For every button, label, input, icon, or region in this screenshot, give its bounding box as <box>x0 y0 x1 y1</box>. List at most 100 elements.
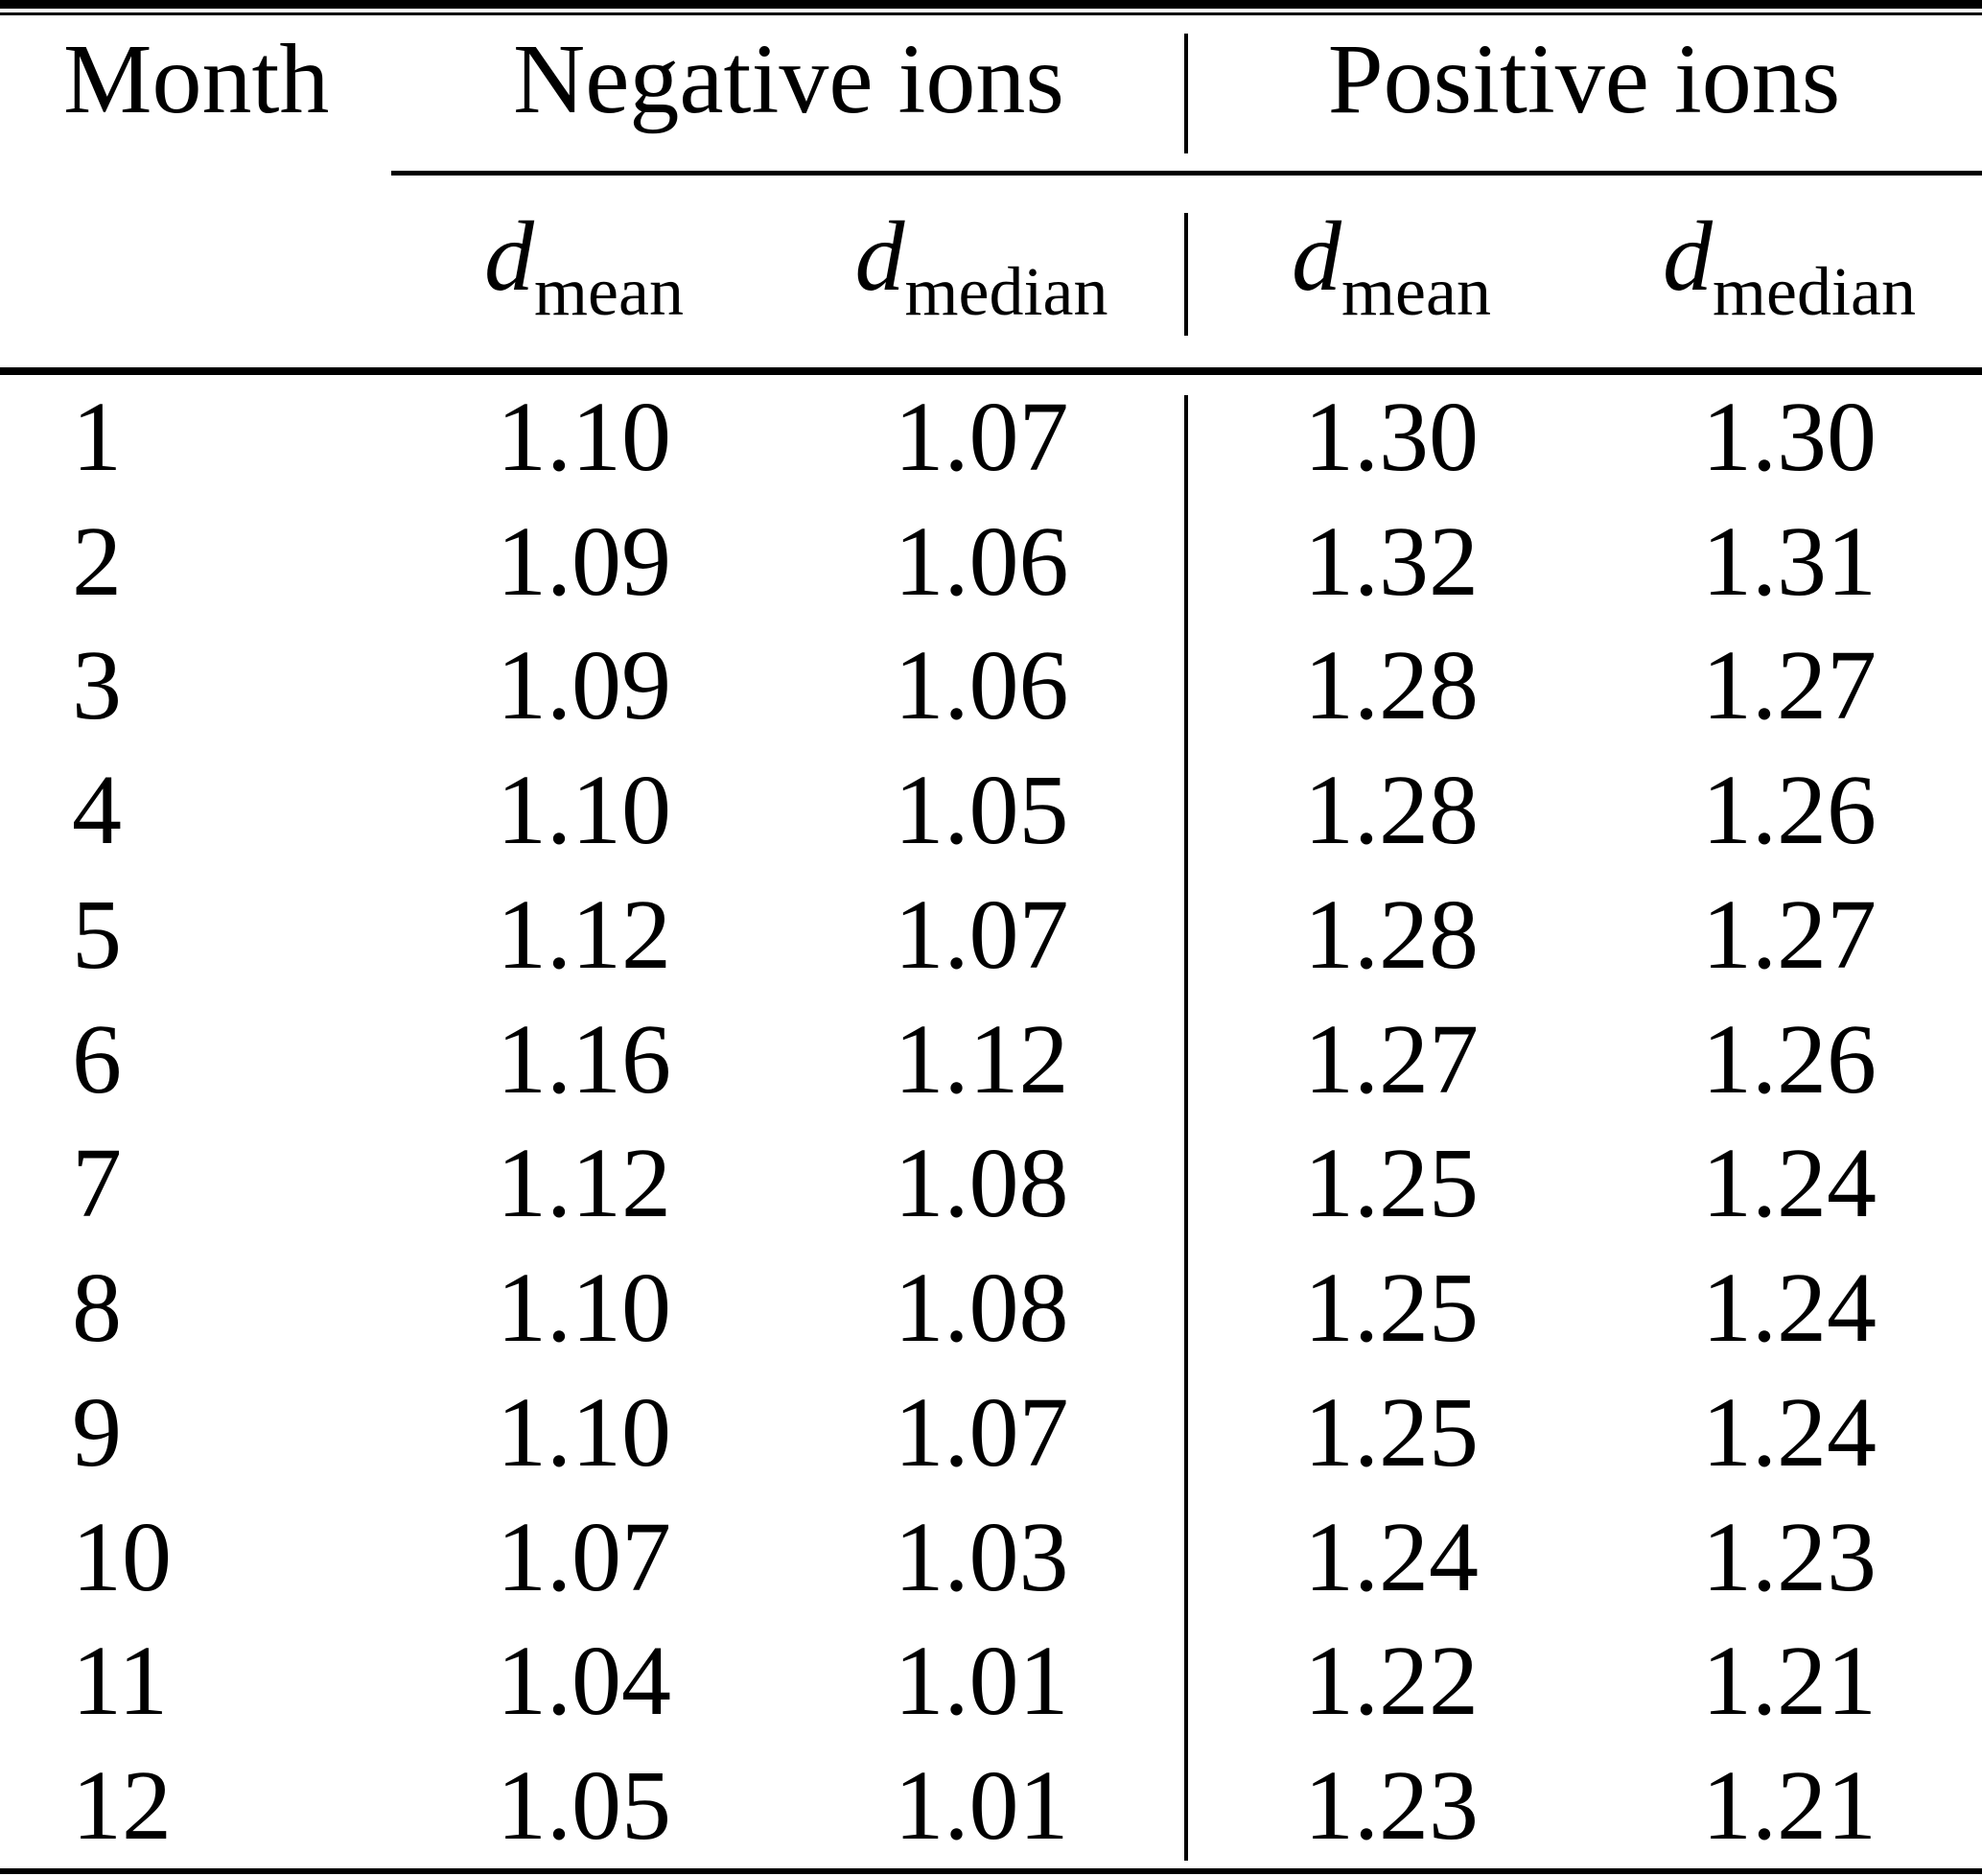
mean-subscript: mean <box>534 253 684 330</box>
neg-dmean-cell: 1.10 <box>497 755 671 866</box>
table-row: 7 1.12 1.08 1.25 1.24 <box>0 1122 1982 1247</box>
neg-dmedian-cell: 1.08 <box>894 1253 1069 1364</box>
column-separator-header <box>1184 34 1188 153</box>
pos-dmean-cell: 1.25 <box>1304 1376 1479 1488</box>
pos-dmean-cell: 1.23 <box>1304 1750 1479 1862</box>
neg-dmedian-cell: 1.07 <box>894 1376 1069 1488</box>
pos-dmedian-cell: 1.27 <box>1702 630 1877 741</box>
pos-dmean-cell: 1.25 <box>1304 1253 1479 1364</box>
table-header-row: Month Negative ions Positive ions <box>0 30 1982 129</box>
pos-dmean-cell: 1.30 <box>1304 381 1479 492</box>
pos-dmedian-cell: 1.26 <box>1702 1003 1877 1114</box>
month-cell: 9 <box>72 1376 122 1488</box>
column-separator-subheader <box>1184 213 1188 336</box>
neg-dmedian-cell: 1.01 <box>894 1750 1069 1862</box>
pos-dmedian-cell: 1.21 <box>1702 1750 1877 1862</box>
top-rule-thick <box>0 0 1982 9</box>
table-row: 9 1.10 1.07 1.25 1.24 <box>0 1371 1982 1495</box>
table-row: 3 1.09 1.06 1.28 1.27 <box>0 624 1982 749</box>
table-row: 2 1.09 1.06 1.32 1.31 <box>0 500 1982 624</box>
neg-dmedian-cell: 1.01 <box>894 1626 1069 1737</box>
table-row: 8 1.10 1.08 1.25 1.24 <box>0 1246 1982 1371</box>
d-symbol: d <box>854 201 905 312</box>
median-subscript: median <box>1713 253 1916 330</box>
neg-dmean-cell: 1.07 <box>497 1501 671 1612</box>
neg-dmean-cell: 1.05 <box>497 1750 671 1862</box>
month-cell: 10 <box>72 1501 172 1612</box>
neg-dmean-cell: 1.16 <box>497 1003 671 1114</box>
pos-dmedian-cell: 1.23 <box>1702 1501 1877 1612</box>
table-row: 5 1.12 1.07 1.28 1.27 <box>0 873 1982 997</box>
column-separator-body <box>1184 395 1188 1861</box>
month-cell: 6 <box>72 1003 122 1114</box>
pos-dmean-cell: 1.28 <box>1304 630 1479 741</box>
pos-dmean-cell: 1.27 <box>1304 1003 1479 1114</box>
neg-dmedian-cell: 1.06 <box>894 630 1069 741</box>
month-cell: 1 <box>72 381 122 492</box>
neg-dmean-cell: 1.12 <box>497 879 671 990</box>
pos-dmedian-cell: 1.30 <box>1702 381 1877 492</box>
neg-dmean-header: dmean <box>391 207 777 327</box>
month-cell: 5 <box>72 879 122 990</box>
month-cell: 3 <box>72 630 122 741</box>
table-body: 1 1.10 1.07 1.30 1.30 2 1.09 1.06 1.32 1… <box>0 375 1982 1868</box>
pos-dmedian-cell: 1.26 <box>1702 755 1877 866</box>
neg-dmean-cell: 1.10 <box>497 381 671 492</box>
neg-dmedian-cell: 1.05 <box>894 755 1069 866</box>
table-row: 10 1.07 1.03 1.24 1.23 <box>0 1495 1982 1620</box>
neg-dmean-cell: 1.12 <box>497 1128 671 1239</box>
table-row: 12 1.05 1.01 1.23 1.21 <box>0 1744 1982 1868</box>
month-cell: 12 <box>72 1750 172 1862</box>
neg-dmean-cell: 1.09 <box>497 505 671 617</box>
pos-dmedian-cell: 1.24 <box>1702 1376 1877 1488</box>
table-row: 11 1.04 1.01 1.22 1.21 <box>0 1620 1982 1745</box>
pos-dmean-cell: 1.22 <box>1304 1626 1479 1737</box>
positive-ions-group-header: Positive ions <box>1327 24 1841 134</box>
neg-dmean-cell: 1.04 <box>497 1626 671 1737</box>
month-cell: 4 <box>72 755 122 866</box>
pos-dmedian-cell: 1.21 <box>1702 1626 1877 1737</box>
pos-dmean-cell: 1.24 <box>1304 1501 1479 1612</box>
median-subscript: median <box>904 253 1108 330</box>
pos-dmean-cell: 1.25 <box>1304 1128 1479 1239</box>
table-row: 6 1.16 1.12 1.27 1.26 <box>0 997 1982 1122</box>
negative-ions-group-header: Negative ions <box>513 24 1064 134</box>
pos-dmedian-cell: 1.24 <box>1702 1128 1877 1239</box>
neg-dmedian-cell: 1.07 <box>894 381 1069 492</box>
month-cell: 8 <box>72 1253 122 1364</box>
month-cell: 7 <box>72 1128 122 1239</box>
header-bottom-rule <box>0 367 1982 375</box>
neg-dmedian-cell: 1.06 <box>894 505 1069 617</box>
neg-dmean-cell: 1.10 <box>497 1376 671 1488</box>
neg-dmedian-cell: 1.08 <box>894 1128 1069 1239</box>
pos-dmean-cell: 1.32 <box>1304 505 1479 617</box>
table-row: 4 1.10 1.05 1.28 1.26 <box>0 748 1982 873</box>
mean-subscript: mean <box>1341 253 1491 330</box>
top-rule-thin <box>0 12 1982 15</box>
d-symbol: d <box>1663 201 1714 312</box>
pos-dmedian-header: dmedian <box>1597 207 1982 327</box>
bottom-rule <box>0 1868 1982 1874</box>
month-column-header: Month <box>63 24 330 134</box>
pos-dmean-cell: 1.28 <box>1304 755 1479 866</box>
pos-dmean-header: dmean <box>1186 207 1597 327</box>
neg-dmedian-header: dmedian <box>777 207 1186 327</box>
d-symbol: d <box>484 201 535 312</box>
month-cell: 2 <box>72 505 122 617</box>
pos-dmedian-cell: 1.31 <box>1702 505 1877 617</box>
pos-dmedian-cell: 1.27 <box>1702 879 1877 990</box>
table-row: 1 1.10 1.07 1.30 1.30 <box>0 375 1982 500</box>
month-cell: 11 <box>72 1626 169 1737</box>
table-subheader-row: dmean dmedian dmean dmedian <box>0 207 1982 327</box>
subheader-spacer <box>0 207 391 307</box>
neg-dmedian-cell: 1.03 <box>894 1501 1069 1612</box>
neg-dmean-cell: 1.10 <box>497 1253 671 1364</box>
d-symbol: d <box>1292 201 1342 312</box>
neg-dmean-cell: 1.09 <box>497 630 671 741</box>
pos-dmean-cell: 1.28 <box>1304 879 1479 990</box>
pos-dmedian-cell: 1.24 <box>1702 1253 1877 1364</box>
group-header-underline <box>391 171 1982 176</box>
neg-dmedian-cell: 1.12 <box>894 1003 1069 1114</box>
neg-dmedian-cell: 1.07 <box>894 879 1069 990</box>
